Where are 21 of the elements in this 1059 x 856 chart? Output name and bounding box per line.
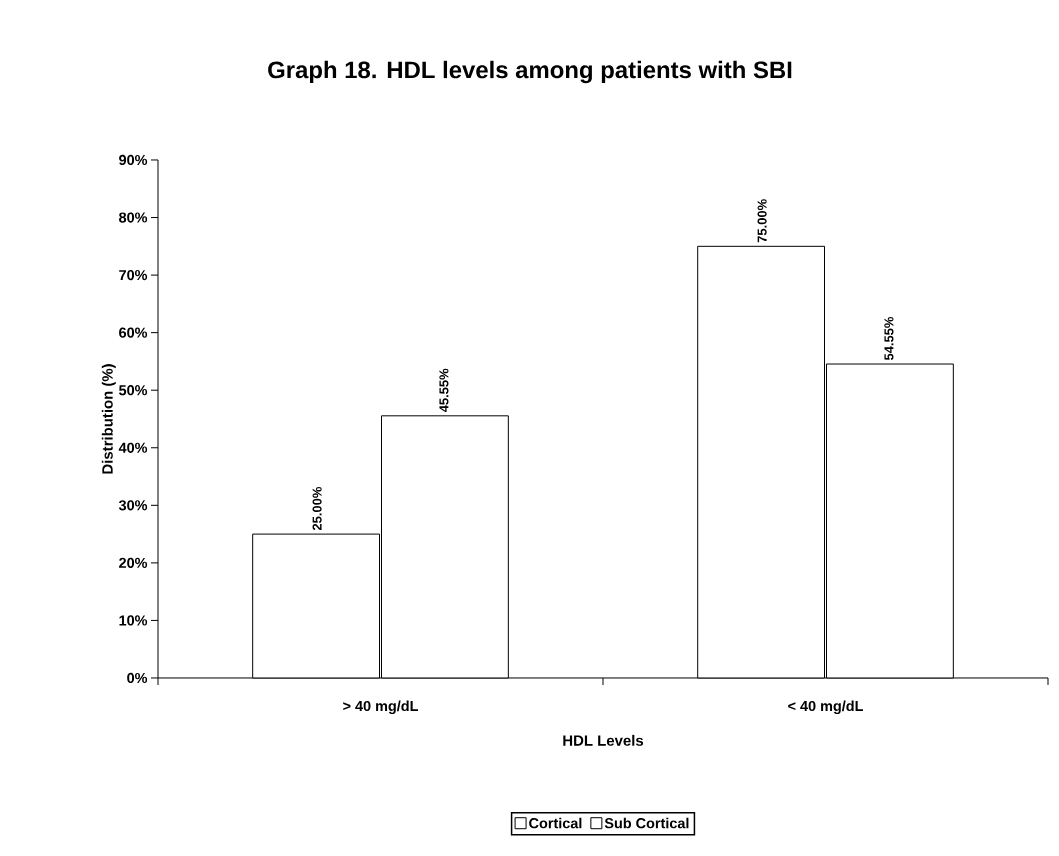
y-tick-label: 0% [127, 672, 148, 684]
y-tick-label: 90% [119, 154, 148, 166]
y-tick-label: 20% [119, 557, 148, 568]
x-tick-label: < 40 mg/dL [788, 700, 863, 715]
chart-title: Graph 18. HDL levels among patients with SBI [268, 60, 792, 84]
y-tick-label: 60% [119, 327, 148, 338]
x-axis-title: HDL Levels [563, 734, 644, 746]
data-label: 45.55% [439, 368, 449, 413]
y-tick-label: 70% [119, 269, 148, 281]
y-tick-label: 80% [119, 212, 148, 223]
data-label: 25.00% [312, 487, 322, 531]
data-label: 75.00% [757, 199, 767, 243]
legend-label: Cortical [529, 817, 582, 829]
y-tick-label: 50% [119, 385, 148, 396]
data-label: 54.55% [884, 316, 894, 361]
y-tick-label: 10% [119, 615, 148, 626]
y-axis-title: Distribution (%) [101, 364, 116, 474]
x-tick-label: > 40 mg/dL [343, 700, 418, 715]
y-tick-label: 40% [118, 442, 148, 453]
legend-label: Sub Cortical [604, 817, 689, 829]
y-tick-label: 30% [118, 500, 148, 511]
